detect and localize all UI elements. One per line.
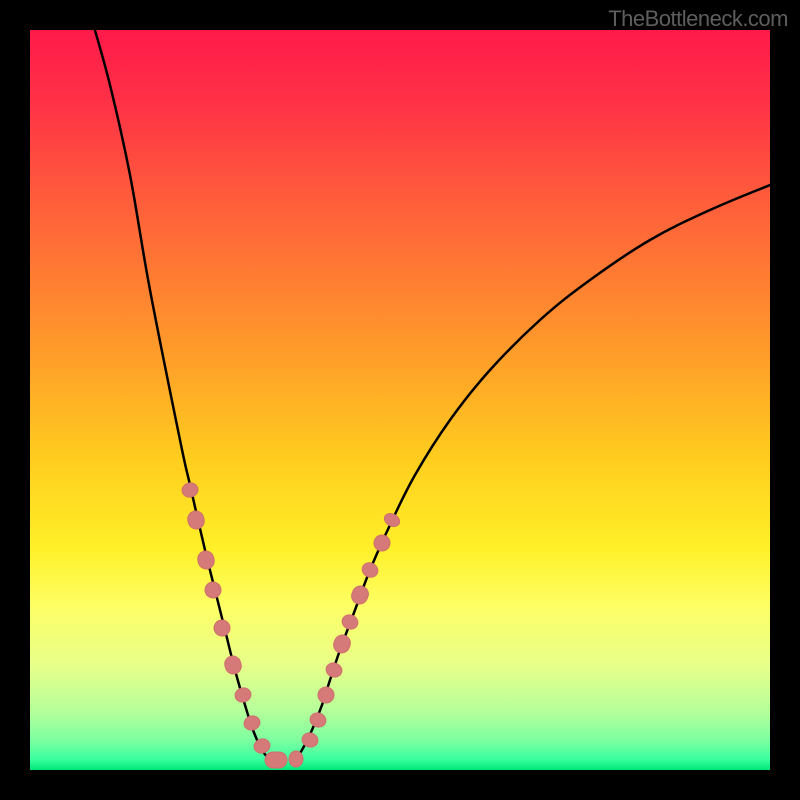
- watermark-text: TheBottleneck.com: [608, 6, 788, 32]
- data-marker: [349, 584, 371, 607]
- data-marker: [186, 509, 206, 530]
- data-marker: [324, 661, 344, 680]
- plot-area: [30, 30, 770, 770]
- data-marker: [223, 654, 243, 676]
- data-marker: [316, 685, 337, 706]
- left-branch: [92, 30, 270, 760]
- data-marker: [382, 511, 402, 529]
- data-marker: [203, 580, 222, 599]
- data-marker: [331, 633, 353, 656]
- data-marker: [233, 686, 253, 704]
- data-marker: [265, 752, 287, 768]
- data-marker: [196, 549, 216, 570]
- right-branch: [295, 185, 770, 760]
- data-markers: [181, 481, 402, 768]
- data-marker: [212, 618, 231, 637]
- curve-layer: [30, 30, 770, 770]
- data-marker: [360, 560, 381, 580]
- data-marker: [340, 613, 360, 632]
- data-marker: [308, 711, 328, 729]
- chart-container: TheBottleneck.com: [0, 0, 800, 800]
- data-marker: [289, 751, 303, 767]
- data-marker: [371, 532, 393, 554]
- data-marker: [242, 714, 262, 732]
- data-marker: [181, 481, 200, 498]
